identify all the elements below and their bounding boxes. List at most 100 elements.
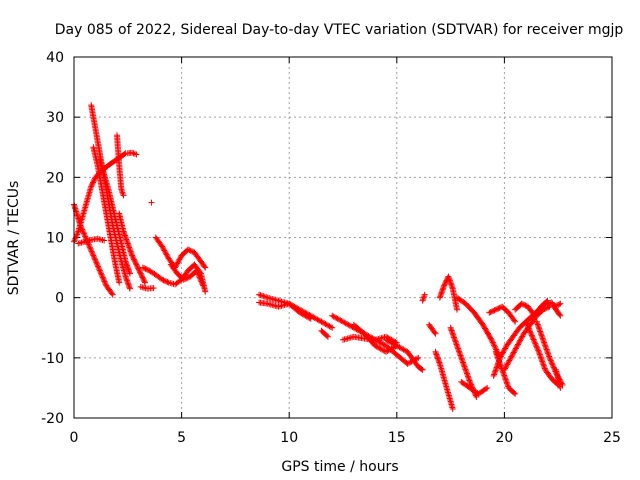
data-point — [89, 249, 96, 256]
data-point — [90, 178, 97, 185]
data-point — [140, 275, 147, 282]
data-point — [88, 247, 95, 254]
data-point — [131, 150, 138, 157]
data-point — [256, 291, 263, 298]
y-tick-label: -20 — [41, 411, 64, 427]
chart-title: Day 085 of 2022, Sidereal Day-to-day VTE… — [55, 22, 624, 38]
data-point — [99, 274, 106, 281]
data-point — [552, 303, 559, 310]
data-point — [177, 255, 184, 262]
data-point — [133, 261, 140, 268]
data-point — [519, 333, 526, 340]
data-point — [480, 322, 487, 329]
data-point — [556, 311, 563, 318]
data-point — [263, 294, 270, 301]
data-point — [323, 332, 330, 339]
data-point — [201, 263, 208, 270]
data-point — [79, 227, 86, 234]
data-point — [82, 234, 89, 241]
data-point — [557, 312, 564, 319]
data-point — [198, 278, 205, 285]
data-point — [97, 268, 104, 275]
data-point — [180, 276, 187, 283]
data-point — [120, 192, 127, 199]
data-point — [481, 324, 488, 331]
plot-frame — [73, 56, 613, 419]
data-point — [507, 354, 514, 361]
data-point — [512, 318, 519, 325]
data-point — [138, 273, 145, 280]
data-point — [553, 302, 560, 309]
data-point — [491, 342, 498, 349]
data-point — [197, 277, 204, 284]
data-point — [466, 378, 473, 385]
data-point — [184, 274, 191, 281]
data-point — [88, 182, 95, 189]
data-point — [89, 251, 96, 258]
data-point — [510, 349, 517, 356]
data-point — [80, 230, 87, 237]
data-point — [507, 356, 514, 363]
data-point — [100, 275, 107, 282]
data-point — [415, 354, 422, 361]
data-point — [176, 256, 183, 263]
data-point — [413, 355, 420, 362]
data-point — [142, 279, 149, 286]
data-point — [175, 259, 182, 266]
data-point — [92, 258, 99, 265]
data-point — [420, 294, 427, 301]
data-point — [196, 273, 203, 280]
data-point — [542, 305, 549, 312]
data-point — [90, 179, 97, 186]
axis-ticks: 0 5 10 15 20 25 -20 -10 0 10 20 30 40 — [41, 50, 621, 446]
data-point — [550, 303, 557, 310]
data-point — [116, 279, 123, 286]
data-point — [96, 267, 103, 274]
data-point — [200, 282, 207, 289]
data-point — [141, 265, 148, 272]
data-point — [97, 270, 104, 277]
data-point — [187, 247, 194, 254]
data-point — [516, 338, 523, 345]
data-point — [133, 151, 140, 158]
data-point — [199, 281, 206, 288]
data-point — [556, 301, 563, 308]
data-point — [160, 246, 167, 253]
data-point — [533, 343, 540, 350]
data-point — [182, 276, 189, 283]
data-point — [136, 268, 143, 275]
data-point — [126, 285, 133, 292]
data-point — [499, 349, 506, 356]
data-point — [482, 325, 489, 332]
data-point — [164, 252, 171, 259]
data-point — [509, 352, 516, 359]
x-tick-label: 15 — [388, 430, 406, 446]
data-point — [511, 389, 518, 396]
data-point — [159, 244, 166, 251]
data-point — [502, 364, 509, 371]
data-point — [524, 322, 531, 329]
x-axis-label: GPS time / hours — [281, 459, 398, 475]
data-point — [522, 302, 529, 309]
data-point — [100, 277, 107, 284]
data-point — [139, 264, 146, 271]
x-tick-label: 20 — [495, 430, 513, 446]
data-point — [548, 358, 555, 365]
data-point — [503, 362, 510, 369]
data-point — [98, 271, 105, 278]
data-point — [91, 255, 98, 262]
data-point — [432, 330, 439, 337]
data-point — [94, 262, 101, 269]
data-point — [88, 183, 95, 190]
data-point — [140, 277, 147, 284]
data-point — [557, 300, 564, 307]
data-point — [502, 365, 509, 372]
data-point — [78, 223, 85, 230]
y-tick-label: 0 — [55, 291, 64, 307]
data-point — [78, 225, 85, 232]
data-point — [487, 334, 494, 341]
data-point — [517, 337, 524, 344]
x-tick-label: 10 — [280, 430, 298, 446]
data-point — [441, 282, 448, 289]
data-point — [99, 273, 106, 280]
